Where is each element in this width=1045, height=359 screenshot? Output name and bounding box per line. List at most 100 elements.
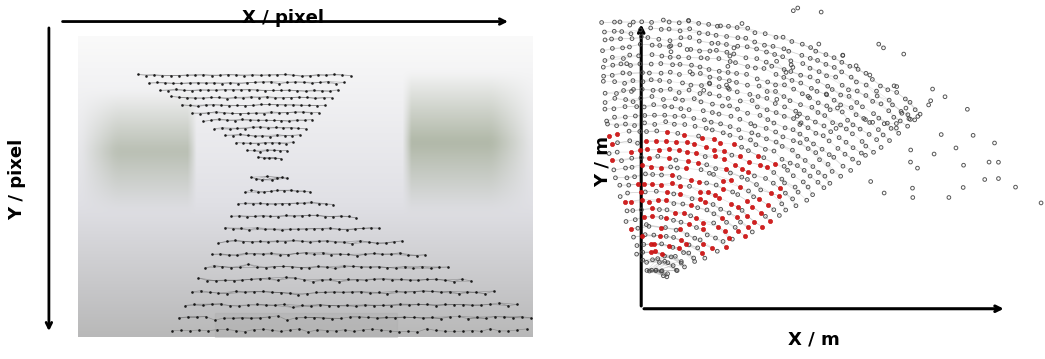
Point [671, 148, 688, 153]
Point [611, 19, 628, 25]
Point [802, 173, 818, 179]
Point [291, 125, 307, 131]
Point [880, 108, 897, 114]
Point [237, 200, 254, 206]
Point [637, 138, 654, 144]
Point [888, 89, 905, 95]
Point [242, 140, 259, 146]
Point [785, 138, 802, 144]
Point [170, 73, 187, 79]
Point [491, 300, 508, 306]
Point [518, 326, 535, 332]
Point [936, 94, 953, 100]
Point [706, 192, 723, 197]
Point [729, 192, 746, 197]
Point [738, 55, 754, 61]
Point [750, 132, 767, 138]
Point [692, 237, 709, 243]
Point [666, 191, 682, 197]
Point [718, 166, 735, 172]
Point [271, 81, 287, 87]
Point [418, 326, 435, 332]
Point [628, 104, 645, 109]
Point [875, 45, 891, 51]
Point [226, 278, 242, 284]
Point [673, 237, 690, 243]
Point [633, 34, 650, 39]
Point [170, 94, 187, 100]
Point [768, 71, 785, 77]
Point [246, 251, 262, 257]
Point [902, 147, 919, 153]
Point [160, 88, 177, 93]
Point [177, 303, 193, 308]
Point [865, 111, 882, 117]
Point [699, 56, 716, 61]
Point [682, 82, 699, 88]
Point [410, 278, 426, 283]
Point [795, 167, 812, 173]
Point [229, 253, 246, 258]
Point [309, 264, 326, 269]
Point [712, 195, 728, 201]
Point [348, 277, 365, 283]
Point [172, 327, 189, 333]
Point [803, 85, 819, 91]
Point [856, 116, 873, 121]
Point [902, 117, 919, 122]
Point [663, 254, 679, 260]
Point [888, 84, 905, 89]
Point [693, 99, 710, 105]
Point [353, 264, 370, 270]
Point [674, 97, 691, 103]
Point [595, 78, 611, 84]
Point [865, 149, 882, 155]
Point [423, 314, 440, 320]
Point [334, 289, 351, 295]
Point [853, 150, 869, 156]
Point [907, 107, 924, 113]
Point [775, 46, 792, 52]
Point [200, 328, 216, 334]
Point [690, 160, 706, 166]
Point [352, 289, 369, 294]
Point [310, 201, 327, 207]
Point [680, 242, 697, 248]
Point [286, 109, 303, 115]
Point [948, 145, 965, 151]
Point [258, 173, 275, 179]
Point [729, 43, 746, 49]
Point [261, 155, 278, 161]
Point [730, 127, 747, 132]
Point [377, 240, 394, 246]
Point [280, 252, 297, 257]
Point [986, 140, 1003, 146]
Point [715, 186, 732, 191]
Point [239, 111, 256, 116]
Point [314, 277, 330, 283]
Point [694, 136, 711, 141]
Point [229, 103, 246, 108]
Point [660, 146, 677, 151]
Point [675, 113, 692, 119]
Point [777, 70, 794, 75]
Point [687, 123, 703, 129]
Point [309, 212, 326, 218]
Point [252, 73, 269, 78]
Text: X / m: X / m [788, 330, 840, 348]
Point [821, 152, 838, 158]
Point [252, 238, 269, 244]
Point [603, 141, 620, 147]
Point [299, 291, 316, 297]
Point [232, 131, 249, 137]
Point [732, 116, 748, 122]
Point [273, 88, 289, 93]
Point [644, 267, 660, 273]
Point [314, 88, 330, 94]
Point [216, 277, 233, 283]
Point [651, 147, 668, 153]
Point [706, 147, 723, 153]
Point [344, 289, 361, 295]
Point [257, 227, 274, 232]
Point [861, 72, 878, 78]
